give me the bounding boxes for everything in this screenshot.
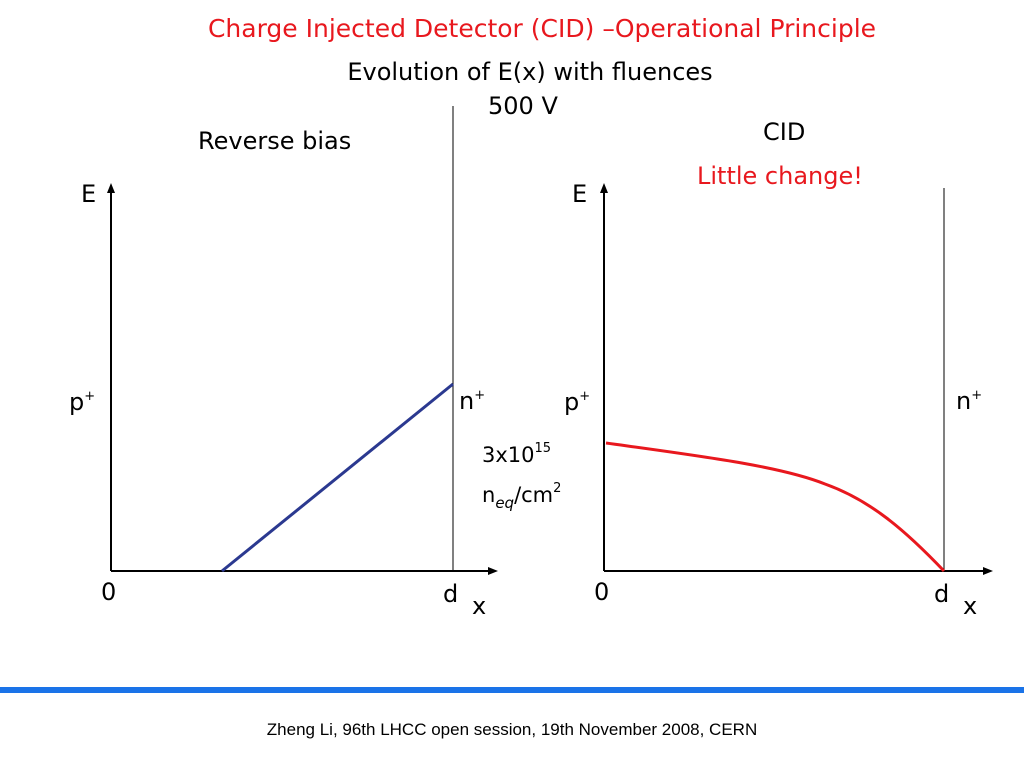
left-p-plus-label: p+	[69, 388, 96, 416]
slide-subtitle: Evolution of E(x) with fluences	[347, 58, 713, 86]
reverse-bias-caption: Reverse bias	[198, 127, 352, 155]
right-origin-label: 0	[594, 578, 610, 606]
left-x-axis-label: x	[472, 592, 487, 620]
right-y-axis-label: E	[572, 180, 588, 208]
cid-note: Little change!	[697, 162, 863, 190]
cid-caption: CID	[763, 118, 806, 146]
fluence-unit: neq/cm2	[482, 481, 562, 512]
bias-voltage-label: 500 V	[488, 92, 558, 120]
left-thickness-label: d	[443, 580, 459, 608]
left-field-line	[221, 382, 454, 573]
footer-credit: Zheng Li, 96th LHCC open session, 19th N…	[266, 720, 758, 739]
left-y-axis-label: E	[81, 180, 97, 208]
fluence-value: 3x1015	[482, 441, 552, 467]
right-field-curve	[605, 441, 946, 573]
left-n-plus-label: n+	[459, 387, 486, 415]
footer-divider	[0, 687, 1024, 693]
right-x-axis-label: x	[963, 592, 978, 620]
right-p-plus-label: p+	[564, 388, 591, 416]
fluence-label: 3x1015 neq/cm2	[482, 432, 561, 520]
left-origin-label: 0	[101, 578, 117, 606]
slide-title: Charge Injected Detector (CID) –Operatio…	[207, 14, 877, 43]
right-thickness-label: d	[934, 580, 950, 608]
right-n-plus-label: n+	[956, 387, 983, 415]
